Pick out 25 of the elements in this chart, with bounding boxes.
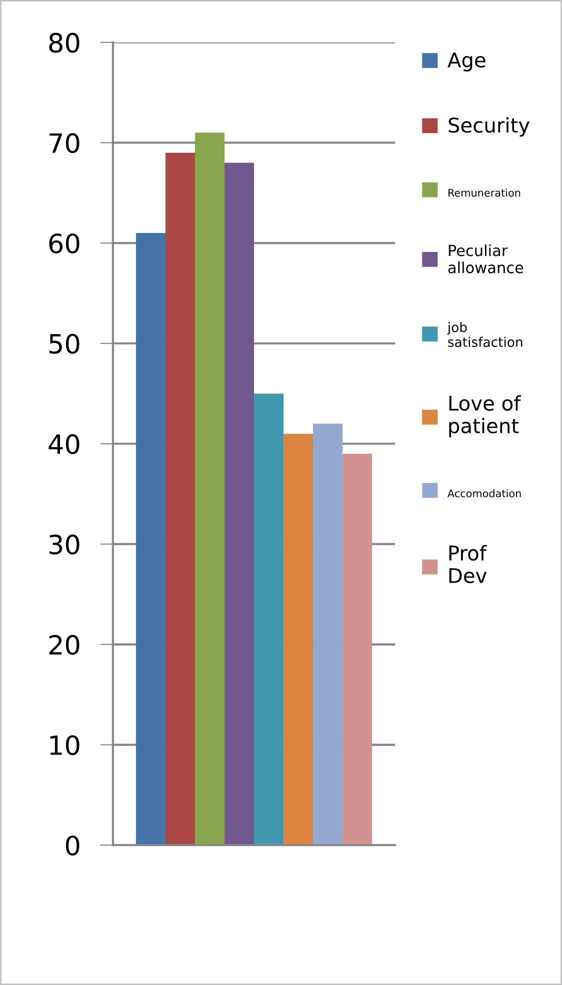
legend-label: job satisfaction <box>447 322 522 347</box>
bar <box>254 394 284 846</box>
bar <box>342 454 372 846</box>
legend-label: Age <box>448 52 486 72</box>
bar <box>194 132 225 846</box>
legend-label: Accomodation <box>448 489 521 498</box>
bar <box>224 162 254 846</box>
y-tick-label: 60 <box>49 233 80 254</box>
bar <box>284 434 314 846</box>
bar <box>313 424 343 846</box>
y-tick-label: 30 <box>49 534 80 554</box>
y-tick-label: 70 <box>50 133 80 154</box>
legend-label: Remuneration <box>448 188 520 197</box>
legend-label: Security <box>448 117 530 137</box>
bar <box>136 233 166 846</box>
legend-label: Peculiar allowance <box>448 244 524 274</box>
y-tick-label: 10 <box>50 735 80 756</box>
legend-label: Love of patient <box>449 395 522 438</box>
y-tick-label: 20 <box>49 634 80 655</box>
y-tick-label: 0 <box>66 836 80 856</box>
y-tick-label: 80 <box>49 32 80 53</box>
legend-label: Prof Dev <box>449 545 487 584</box>
bar <box>165 152 195 846</box>
y-tick-label: 40 <box>48 434 80 454</box>
y-tick-label: 50 <box>49 334 80 354</box>
